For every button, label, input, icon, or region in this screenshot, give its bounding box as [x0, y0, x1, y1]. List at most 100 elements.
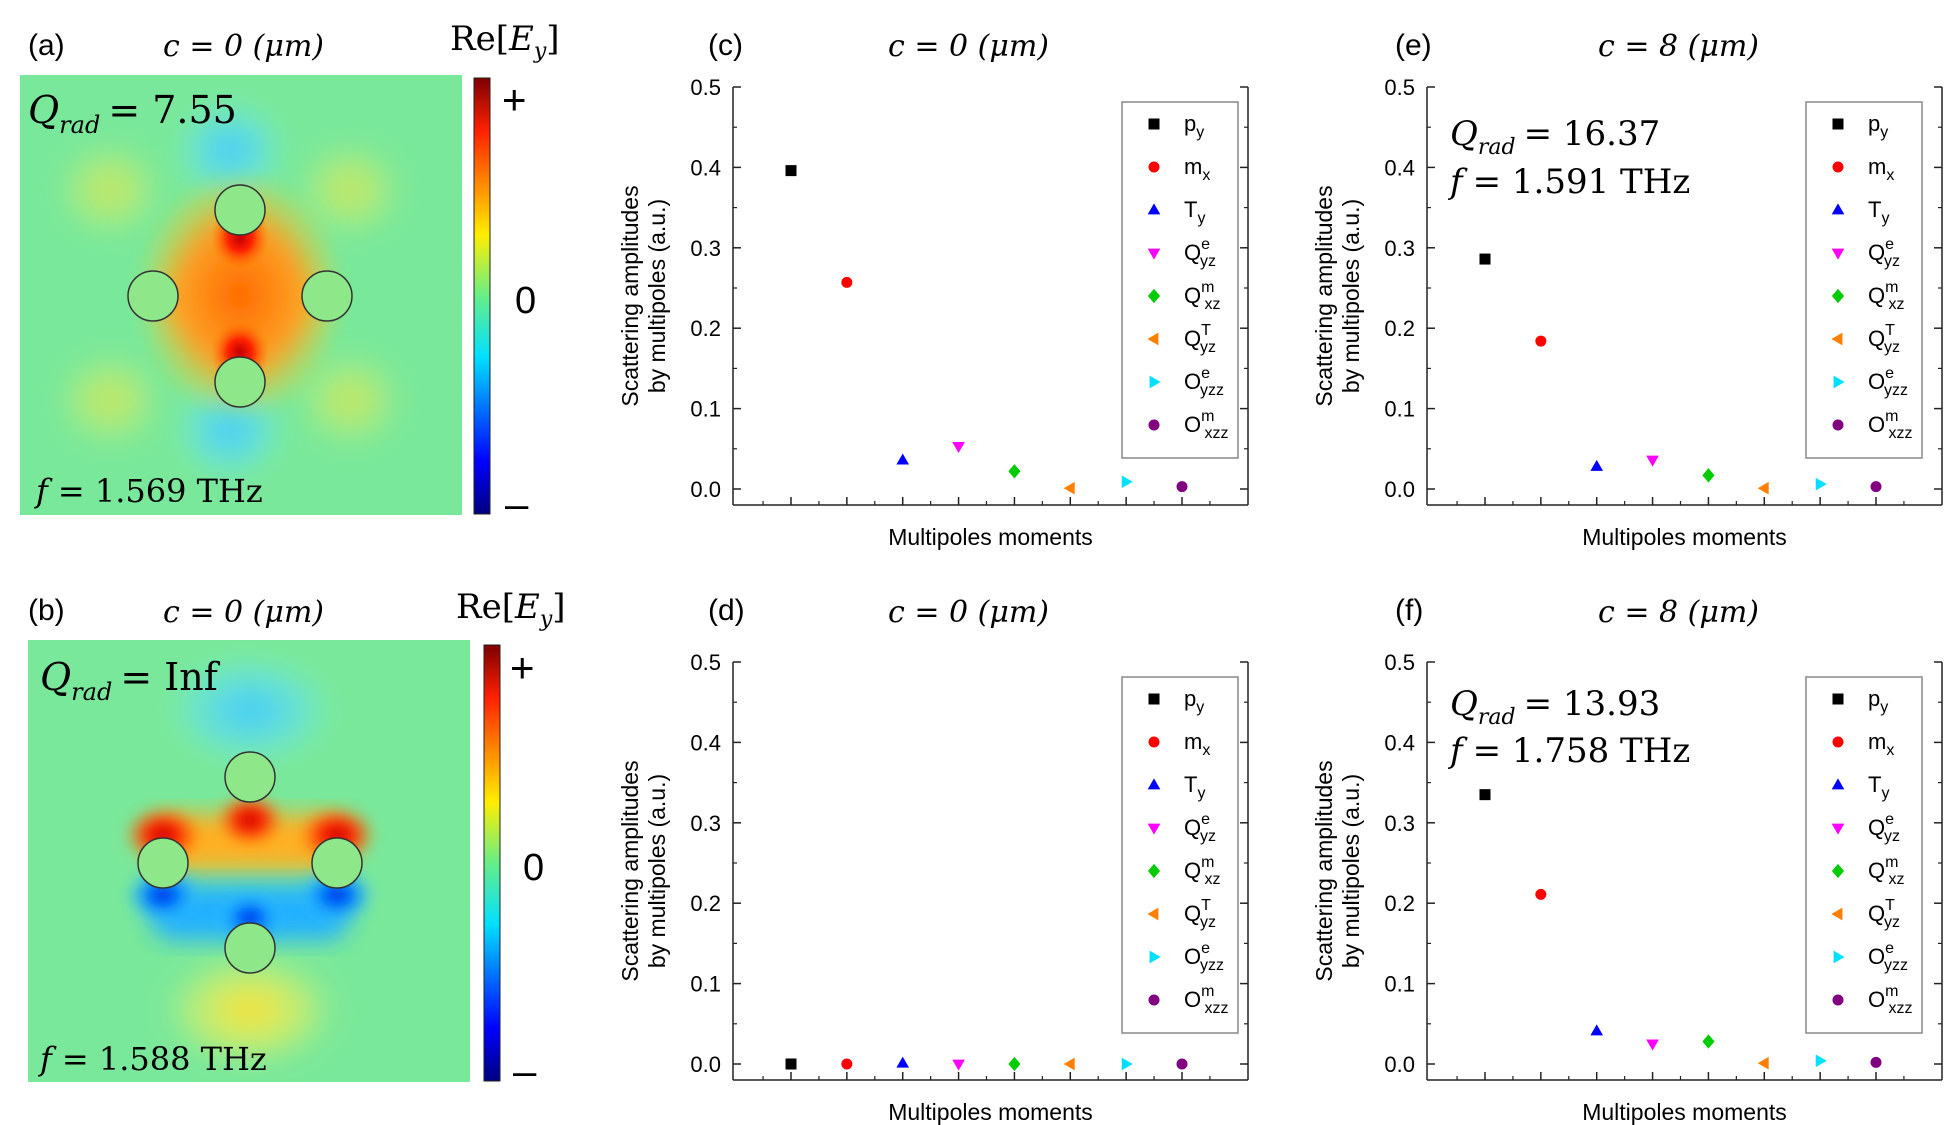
data-point-f-4: [1646, 1039, 1659, 1051]
legend-frame: [1121, 676, 1239, 1034]
legend-label-3: Ty: [1868, 197, 1889, 227]
colorbar-a-plus: +: [502, 76, 527, 123]
y-tick-label: 0.5: [1384, 75, 1415, 100]
x-axis-label: Multipoles moments: [888, 1099, 1093, 1125]
legend-marker-5: [1831, 863, 1845, 879]
data-point-c-8: [1176, 481, 1188, 493]
y-tick-label: 0.2: [690, 891, 721, 916]
panel-b-title: c = 0 (μm): [163, 595, 324, 630]
data-point-f-1: [1479, 789, 1491, 801]
data-point-d-6: [1063, 1057, 1075, 1071]
data-point-c-3: [896, 453, 910, 465]
legend-label-8: Om xzz: [1184, 408, 1228, 442]
panel-a-f: f = 1.569 THz: [34, 472, 263, 510]
panel-c-label: (c): [708, 29, 743, 62]
legend-label-5: Qm xz: [1868, 279, 1904, 313]
legend-f: py mx Ty Qe yz Qm xz QT yz Oe yzz Om xzz: [1805, 676, 1923, 1034]
data-point-f-8: [1870, 1056, 1882, 1068]
panel-b-f: f = 1.588 THz: [38, 1040, 267, 1078]
legend-marker-3: [1147, 778, 1161, 790]
legend-marker-3: [1147, 203, 1161, 215]
data-point-f-6: [1757, 1056, 1769, 1070]
colorbar-b-title: Re[Ey]: [456, 587, 566, 632]
legend-label-7: Oe yzz: [1868, 940, 1908, 974]
x-axis-label: Multipoles moments: [888, 524, 1093, 550]
x-axis-label: Multipoles moments: [1582, 524, 1787, 550]
data-point-c-6: [1063, 481, 1075, 495]
data-point-c-5: [1008, 464, 1021, 479]
legend-marker-1: [1148, 118, 1160, 130]
legend-marker-7: [1149, 375, 1161, 389]
y-tick-label: 0.4: [690, 155, 721, 180]
panel-b: (b) c = 0 (μm) Qrad = Inf f = 1.588 THz: [28, 587, 566, 1094]
data-point-e-4: [1646, 455, 1659, 467]
y-tick-label: 0.3: [690, 236, 721, 261]
data-point-f-3: [1590, 1024, 1604, 1036]
y-axis-label-line1: Scattering amplitudes: [617, 760, 643, 981]
data-point-d-3: [896, 1056, 910, 1068]
panel-f-label: (f): [1395, 594, 1423, 627]
field-map-a: [20, 75, 462, 515]
data-point-d-4: [952, 1059, 965, 1071]
legend-label-1: py: [1868, 111, 1888, 141]
colorbar-b-plus: +: [510, 644, 535, 691]
y-tick-label: 0.3: [1384, 236, 1415, 261]
legend-marker-2: [1832, 161, 1844, 173]
y-tick-label: 0.3: [690, 811, 721, 836]
legend-marker-2: [1148, 736, 1160, 748]
panel-c-title: c = 0 (μm): [888, 29, 1049, 64]
legend-e: py mx Ty Qe yz Qm xz QT yz Oe yzz Om xzz: [1805, 101, 1923, 459]
legend-marker-1: [1148, 693, 1160, 705]
data-point-c-7: [1121, 475, 1133, 489]
legend-label-1: py: [1184, 111, 1204, 141]
legend-marker-8: [1148, 419, 1160, 431]
panel-e-label: (e): [1395, 29, 1432, 62]
legend-label-1: py: [1184, 686, 1204, 716]
legend-label-8: Om xzz: [1184, 983, 1228, 1017]
legend-marker-4: [1831, 248, 1845, 260]
panel-b-label: (b): [28, 594, 65, 627]
legend-marker-1: [1832, 693, 1844, 705]
legend-frame: [1121, 101, 1239, 459]
legend-marker-8: [1832, 419, 1844, 431]
y-tick-label: 0.0: [1384, 1052, 1415, 1077]
chart-c: 0.0 0.1 0.2 0.3 0.4 0.5 Multipoles moments Scat…: [617, 75, 1249, 550]
panel-f-title: c = 8 (μm): [1598, 595, 1759, 630]
data-point-e-8: [1870, 481, 1882, 493]
legend-marker-3: [1831, 203, 1845, 215]
panel-d-label: (d): [708, 594, 745, 627]
chart-f: 0.0 0.1 0.2 0.3 0.4 0.5 Multipoles moments Scat…: [1311, 650, 1943, 1125]
legend-label-7: Oe yzz: [1184, 365, 1224, 399]
legend-label-8: Om xzz: [1868, 408, 1912, 442]
legend-marker-5: [1147, 863, 1161, 879]
legend-label-2: mx: [1184, 729, 1210, 759]
legend-label-4: Qe yz: [1184, 811, 1216, 845]
legend-marker-2: [1832, 736, 1844, 748]
panel-e-q: Qrad = 16.37: [1450, 114, 1660, 160]
pillar-bottom-a: [214, 356, 266, 408]
data-point-e-1: [1479, 253, 1491, 265]
legend-label-2: mx: [1868, 729, 1894, 759]
pillar-right-a: [301, 270, 353, 322]
legend-marker-7: [1833, 375, 1845, 389]
y-tick-label: 0.4: [1384, 155, 1415, 180]
legend-label-4: Qe yz: [1868, 811, 1900, 845]
chart-e: 0.0 0.1 0.2 0.3 0.4 0.5 Multipoles moments Scat…: [1311, 75, 1943, 550]
y-tick-label: 0.2: [1384, 316, 1415, 341]
y-tick-label: 0.3: [1384, 811, 1415, 836]
legend-marker-5: [1831, 288, 1845, 304]
legend-label-5: Qm xz: [1184, 279, 1220, 313]
colorbar-b-minus: –: [513, 1047, 537, 1094]
pillar-left-a: [127, 270, 179, 322]
y-tick-label: 0.5: [1384, 650, 1415, 675]
data-point-e-3: [1590, 459, 1604, 471]
data-point-e-2: [1535, 335, 1547, 347]
data-point-d-7: [1121, 1057, 1133, 1071]
legend-label-6: QT yz: [1184, 897, 1216, 931]
legend-label-8: Om xzz: [1868, 983, 1912, 1017]
colorbar-b-zero: 0: [523, 847, 544, 889]
pillar-top-b: [224, 751, 276, 803]
panel-d-title: c = 0 (μm): [888, 595, 1049, 630]
legend-marker-8: [1148, 994, 1160, 1006]
